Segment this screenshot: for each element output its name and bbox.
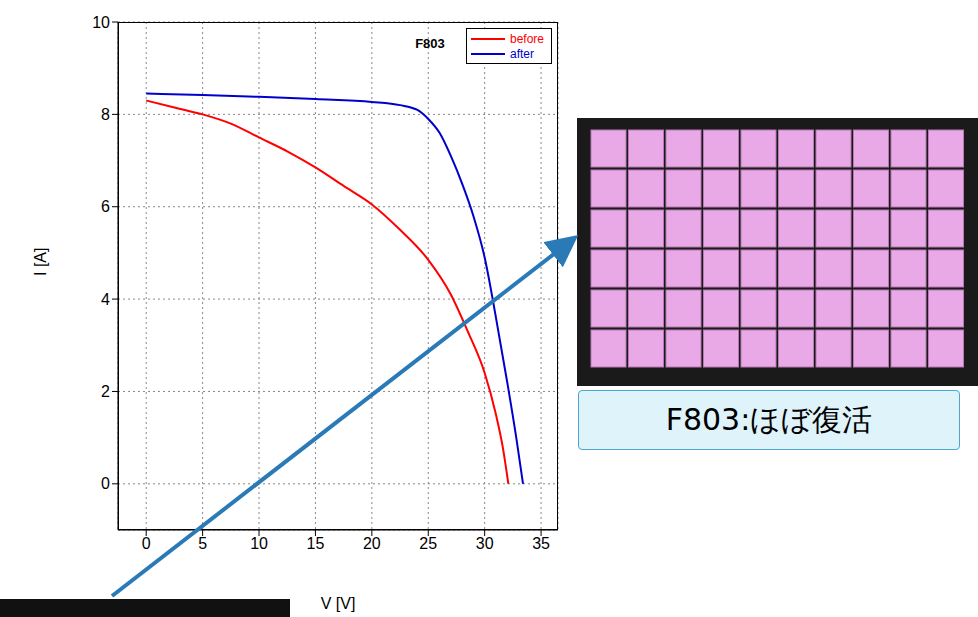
html-text:after: after <box>510 46 534 61</box>
svg-text:10: 10 <box>92 14 110 31</box>
svg-text:5: 5 <box>198 535 207 552</box>
svg-text:4: 4 <box>101 291 110 308</box>
svg-text:6: 6 <box>101 198 110 215</box>
svg-text:8: 8 <box>101 106 110 123</box>
svg-text:2: 2 <box>101 383 110 400</box>
svg-text:30: 30 <box>476 535 494 552</box>
svg-text:15: 15 <box>307 535 325 552</box>
svg-text:10: 10 <box>250 535 268 552</box>
svg-text:V [V]: V [V] <box>321 595 356 612</box>
svg-text:20: 20 <box>363 535 381 552</box>
svg-text:I [A]: I [A] <box>32 248 49 276</box>
svg-text:25: 25 <box>419 535 437 552</box>
svg-text:35: 35 <box>532 535 550 552</box>
svg-text:0: 0 <box>101 475 110 492</box>
svg-text:0: 0 <box>142 535 151 552</box>
html-text:before: before <box>510 31 544 46</box>
html-text:F803:ほぼ復活: F803:ほぼ復活 <box>665 401 873 437</box>
html-text:F803: F803 <box>415 36 445 51</box>
